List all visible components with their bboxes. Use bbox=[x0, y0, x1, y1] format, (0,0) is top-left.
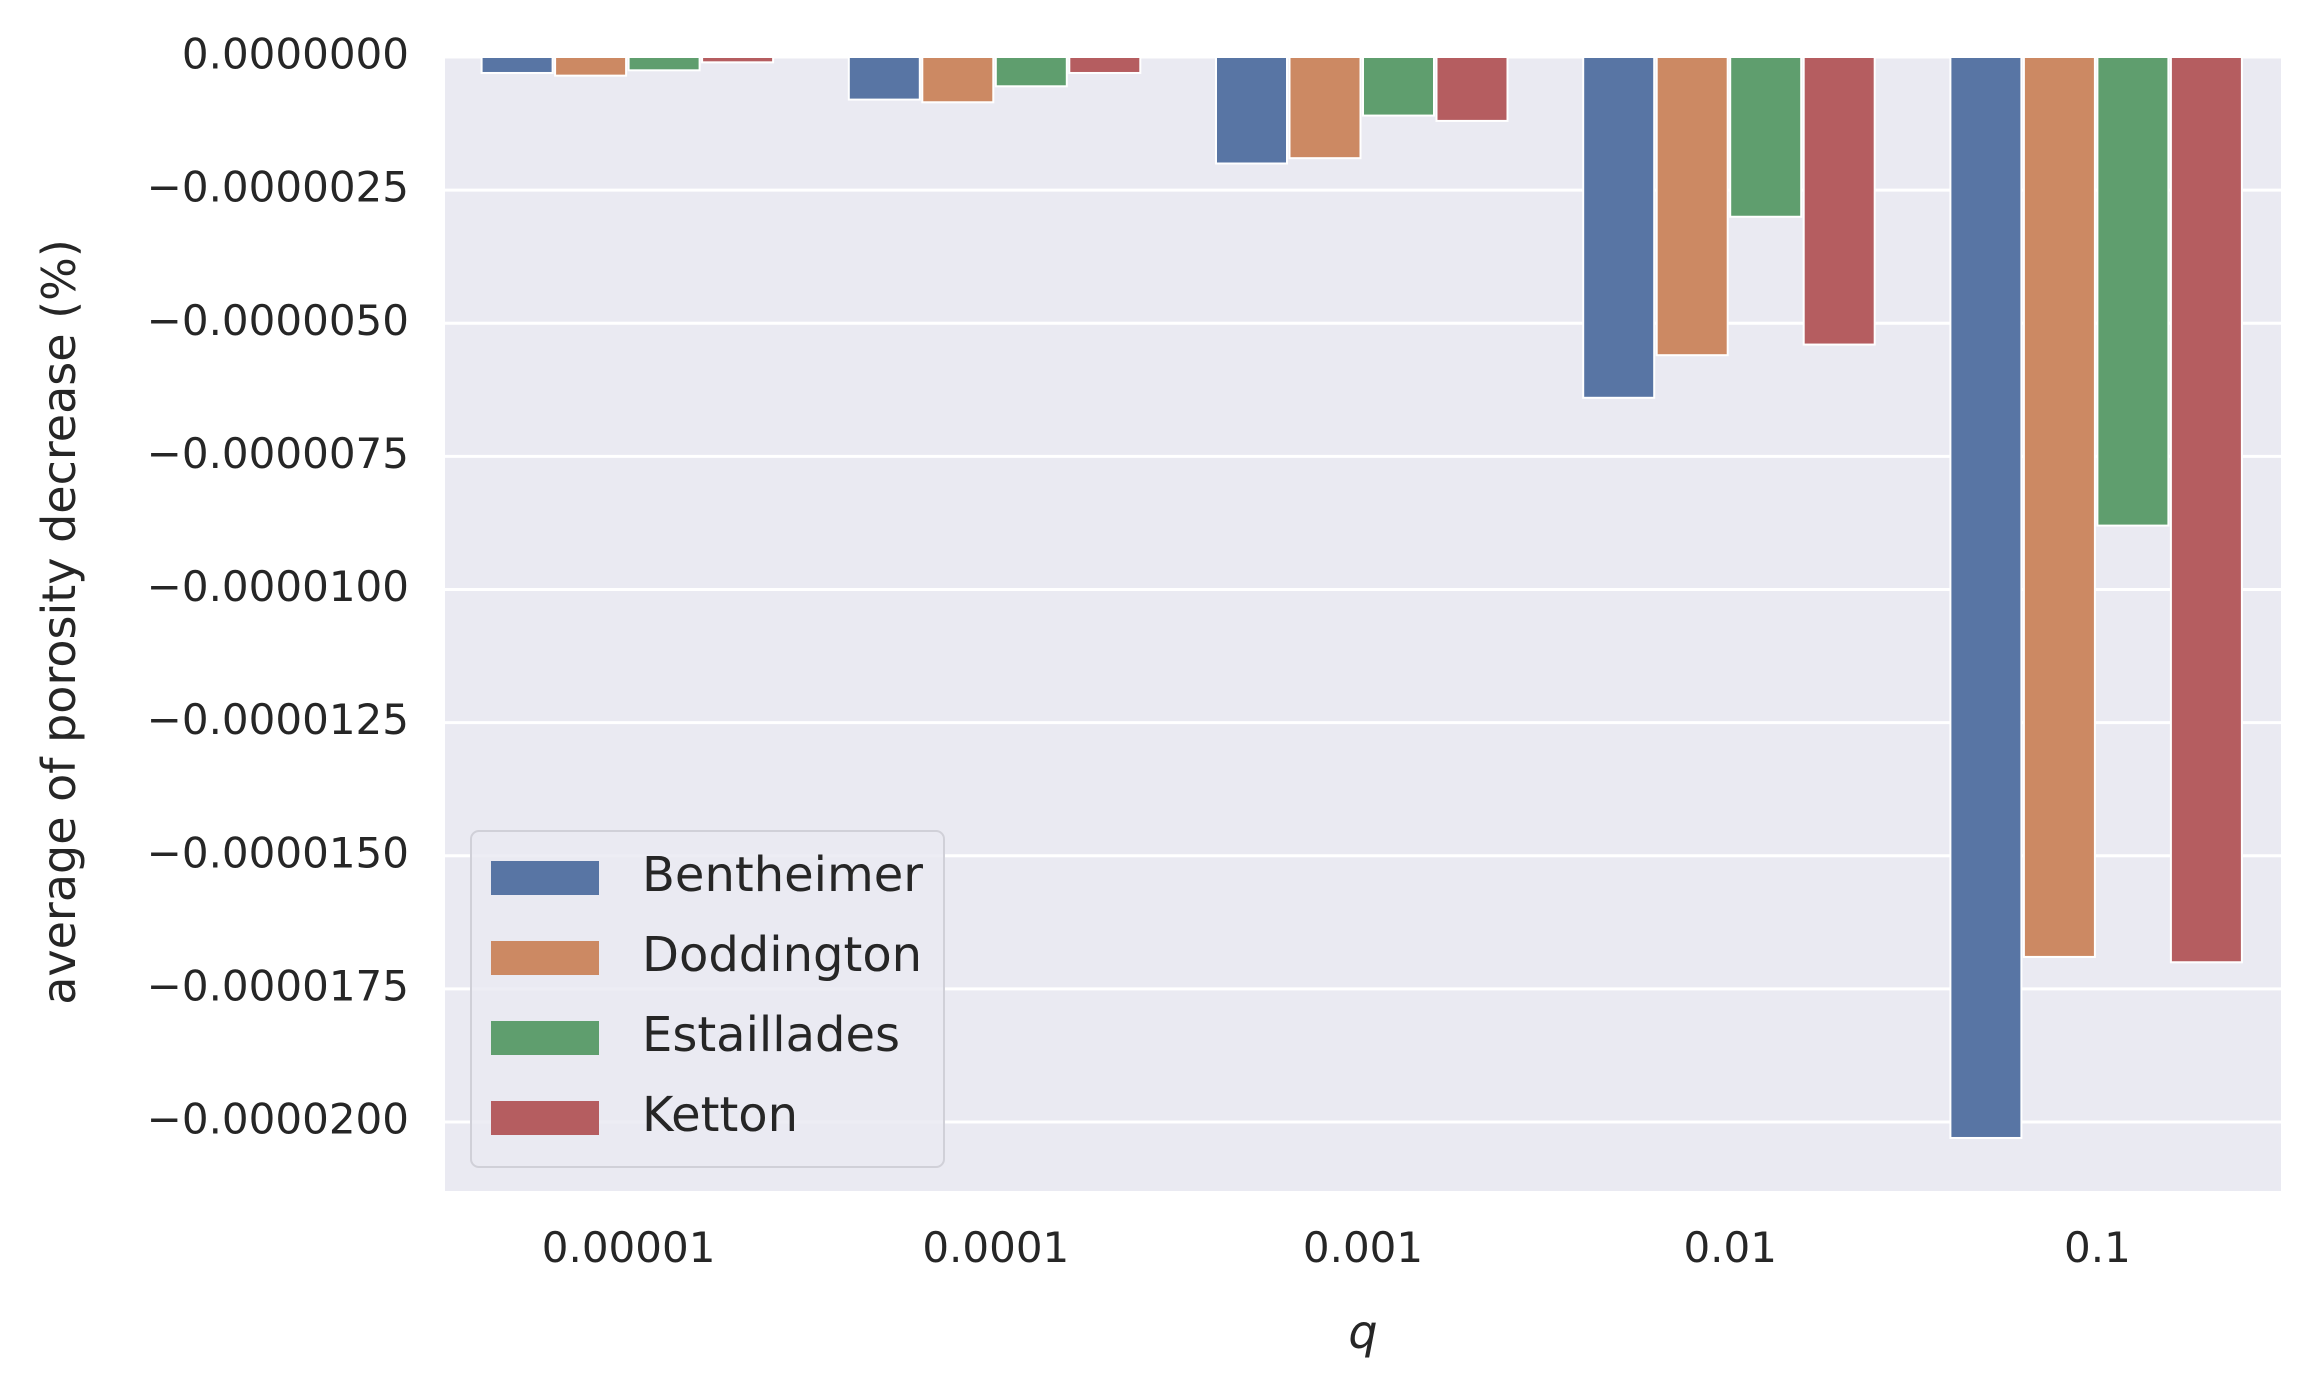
x-tick-label: 0.001 bbox=[1303, 1223, 1423, 1272]
bar-estaillades-0_001 bbox=[1362, 56, 1435, 117]
bar-bentheimer-0_1 bbox=[1949, 56, 2023, 1139]
x-tick-label: 0.00001 bbox=[542, 1223, 716, 1272]
bar-bentheimer-0_001 bbox=[1215, 56, 1288, 165]
bar-ketton-0_001 bbox=[1435, 56, 1509, 122]
bar-ketton-0_01 bbox=[1802, 56, 1876, 346]
legend: Bentheimer Doddington Estaillades Ketton bbox=[470, 830, 945, 1168]
y-tick-label: −0.0000125 bbox=[147, 695, 409, 744]
y-tick-label: −0.0000050 bbox=[147, 296, 409, 345]
y-tick-label: −0.0000100 bbox=[147, 562, 409, 611]
bar-bentheimer-0_01 bbox=[1582, 56, 1656, 399]
y-tick-label: −0.0000025 bbox=[147, 163, 409, 212]
bar-ketton-0_00001 bbox=[701, 56, 775, 64]
bar-ketton-0_1 bbox=[2169, 56, 2243, 964]
y-tick-label: −0.0000150 bbox=[147, 828, 409, 877]
legend-swatch-ketton bbox=[491, 1101, 599, 1135]
bar-estaillades-0_00001 bbox=[627, 56, 701, 72]
legend-label-estaillades: Estaillades bbox=[642, 1007, 900, 1063]
y-tick-label: 0.0000000 bbox=[182, 30, 409, 79]
bar-doddington-0_01 bbox=[1655, 56, 1729, 357]
legend-label-ketton: Ketton bbox=[642, 1087, 798, 1143]
y-tick-labels: 0.0000000 −0.0000025 −0.0000050 −0.0000075 −… bbox=[147, 30, 409, 1144]
bar-bentheimer-0_0001 bbox=[847, 56, 921, 101]
legend-label-bentheimer: Bentheimer bbox=[642, 847, 923, 903]
bar-doddington-0_1 bbox=[2022, 56, 2096, 958]
legend-swatch-doddington bbox=[491, 941, 599, 975]
legend-swatch-bentheimer bbox=[491, 861, 599, 895]
bars bbox=[480, 56, 2243, 1139]
bar-bentheimer-0_00001 bbox=[480, 56, 554, 74]
bar-estaillades-0_0001 bbox=[994, 56, 1068, 88]
bar-ketton-0_0001 bbox=[1068, 56, 1142, 74]
y-tick-label: −0.0000175 bbox=[147, 961, 409, 1010]
legend-box bbox=[470, 830, 945, 1168]
x-tick-label: 0.1 bbox=[2064, 1223, 2131, 1272]
x-axis-label: q bbox=[1348, 1305, 1377, 1359]
y-tick-label: −0.0000200 bbox=[147, 1095, 409, 1144]
bar-doddington-0_001 bbox=[1288, 56, 1362, 160]
x-tick-label: 0.0001 bbox=[922, 1223, 1069, 1272]
bar-estaillades-0_1 bbox=[2096, 56, 2170, 527]
bar-doddington-0_00001 bbox=[554, 56, 628, 77]
bar-estaillades-0_01 bbox=[1729, 56, 1803, 218]
bar-doddington-0_0001 bbox=[921, 56, 995, 104]
legend-label-doddington: Doddington bbox=[642, 927, 922, 983]
legend-swatch-estaillades bbox=[491, 1021, 599, 1055]
y-axis-label: average of porosity decrease (%) bbox=[32, 239, 86, 1005]
x-tick-labels: 0.00001 0.0001 0.001 0.01 0.1 bbox=[542, 1223, 2131, 1272]
x-tick-label: 0.01 bbox=[1683, 1223, 1777, 1272]
y-tick-label: −0.0000075 bbox=[147, 429, 409, 478]
